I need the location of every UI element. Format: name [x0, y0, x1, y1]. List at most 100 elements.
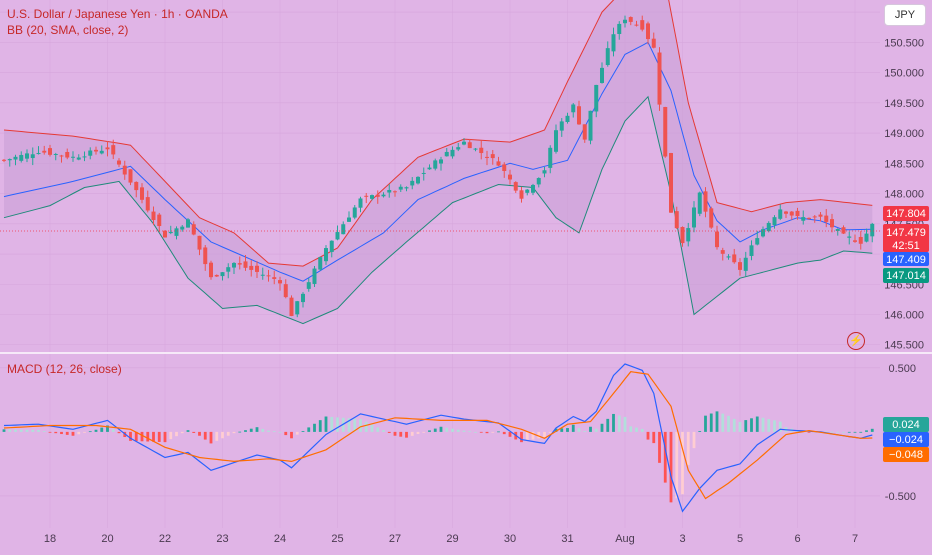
candle-body — [301, 293, 305, 303]
candle-body — [416, 176, 420, 184]
candle-body — [450, 149, 455, 157]
time-tick-label: 3 — [679, 533, 685, 545]
candle — [7, 158, 12, 167]
candle-body — [306, 282, 311, 289]
candle — [255, 261, 259, 278]
macd-histogram-bar — [272, 431, 276, 433]
time-axis[interactable]: 18 20 22 23 24 25 27 29 30 31 Aug 3 5 6 7 — [44, 533, 858, 545]
candle-body — [329, 240, 334, 252]
macd-histogram-bar — [485, 431, 489, 434]
candle — [214, 274, 219, 277]
candle-body — [278, 280, 282, 284]
currency-button[interactable]: JPY — [884, 4, 926, 26]
candle-body — [266, 275, 271, 277]
candle-body — [496, 161, 501, 166]
candle-body — [433, 160, 438, 169]
macd-histogram-bar — [215, 431, 219, 441]
candle — [370, 194, 374, 201]
macd-histogram-bar — [606, 418, 610, 432]
candle — [795, 207, 800, 220]
macd-histogram-bar — [410, 431, 414, 436]
macd-histogram-bar — [14, 429, 17, 432]
candle — [329, 240, 334, 258]
candle-body — [255, 265, 259, 272]
candle-body — [669, 153, 673, 213]
macd-histogram-bar — [267, 430, 270, 432]
candle — [531, 183, 535, 196]
candle — [812, 215, 817, 223]
candle-body — [565, 115, 570, 123]
candle — [393, 190, 397, 197]
candle-body — [623, 19, 627, 24]
macd-histogram — [2, 411, 874, 503]
macd-histogram-bar — [336, 417, 339, 432]
symbol-legend[interactable]: U.S. Dollar / Japanese Yen · 1h · OANDA — [7, 7, 228, 21]
candle-body — [738, 262, 742, 270]
macd-axis[interactable]: 0.500 -0.500 — [885, 363, 916, 503]
candle-body — [720, 250, 725, 254]
candle-body — [709, 208, 714, 228]
macd-histogram-bar — [261, 428, 265, 432]
macd-histogram-bar — [238, 431, 242, 433]
time-tick-label: Aug — [615, 533, 635, 545]
macd-histogram-bar — [140, 431, 144, 442]
macd-histogram-bar — [186, 430, 190, 432]
macd-legend[interactable]: MACD (12, 26, close) — [7, 362, 122, 376]
candle — [301, 292, 305, 308]
macd-histogram-bar — [750, 418, 753, 432]
candle — [324, 245, 328, 265]
candle-body — [525, 189, 530, 193]
candle-body — [628, 17, 633, 22]
macd-histogram-bar — [571, 424, 575, 432]
candle-body — [25, 153, 29, 159]
macd-histogram-bar — [370, 424, 374, 432]
candle — [88, 147, 93, 160]
macd-histogram-bar — [646, 431, 650, 440]
candle-body — [519, 190, 524, 199]
candle-body — [841, 227, 846, 234]
candle — [341, 221, 346, 235]
macd-histogram-bar — [106, 425, 109, 432]
candle — [352, 204, 357, 220]
macd-histogram-bar — [65, 431, 69, 435]
macd-histogram-bar — [652, 431, 656, 444]
candle — [789, 211, 794, 220]
candle — [646, 21, 650, 45]
candle-body — [375, 194, 380, 197]
lightning-icon[interactable]: ⚡ — [847, 332, 865, 350]
macd-histogram-bar — [767, 419, 771, 432]
bollinger-legend[interactable]: BB (20, SMA, close, 2) — [7, 23, 129, 37]
candle-body — [174, 228, 179, 236]
time-tick-label: 27 — [389, 533, 401, 545]
candle — [42, 145, 47, 155]
candle — [358, 196, 363, 213]
candle-body — [766, 222, 771, 232]
macd-histogram-bar — [842, 431, 845, 433]
candle — [283, 279, 288, 299]
macd-line — [3, 363, 873, 513]
bollinger-lower-line — [3, 95, 873, 325]
candle-body — [88, 150, 93, 156]
candle — [519, 186, 524, 203]
candle — [387, 184, 392, 198]
candle — [272, 270, 277, 285]
macd-histogram-bar — [468, 431, 472, 433]
candle-body — [427, 167, 432, 170]
candle — [220, 271, 225, 281]
candle-body — [191, 224, 196, 235]
candle-body — [105, 147, 110, 150]
candle-body — [761, 229, 765, 237]
candle — [444, 148, 449, 157]
macd-histogram-bar — [836, 431, 840, 433]
candle — [485, 150, 489, 166]
candle-body — [680, 227, 685, 244]
macd-histogram-bar — [175, 431, 178, 437]
candle — [864, 228, 869, 243]
macd-histogram-bar — [387, 431, 391, 433]
candle-body — [7, 159, 12, 161]
macd-tick-label: -0.500 — [885, 491, 916, 503]
candle — [30, 147, 35, 166]
macd-histogram-bar — [111, 429, 115, 432]
candle — [565, 112, 570, 124]
